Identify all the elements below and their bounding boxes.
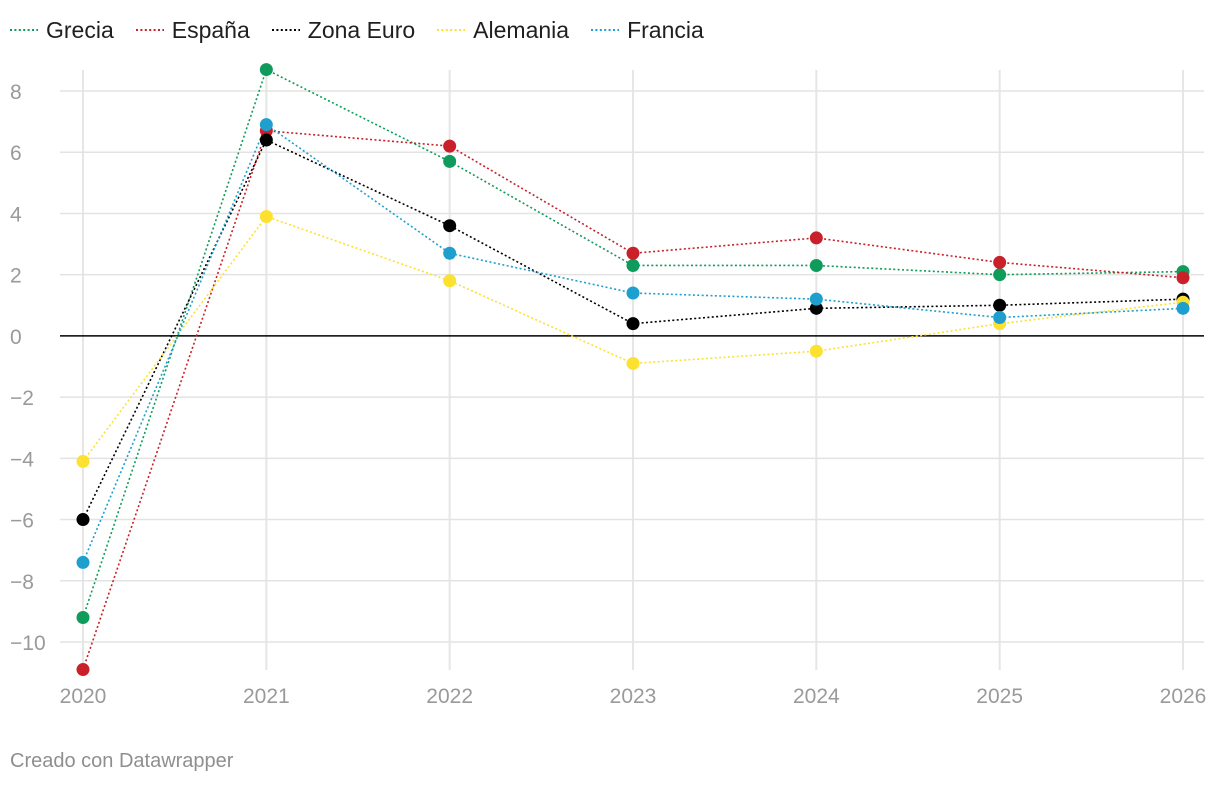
x-tick-label: 2023: [610, 685, 657, 708]
series-points: [76, 63, 1190, 677]
y-tick-label: 8: [10, 81, 22, 104]
data-point-francia-2022: [443, 246, 457, 260]
y-tick-label: −4: [10, 448, 34, 471]
data-point-espana-2025: [993, 255, 1007, 269]
legend-swatch: [271, 29, 300, 31]
data-point-grecia-2023: [626, 258, 640, 272]
data-point-espana-2020: [76, 663, 90, 677]
data-point-francia-2026: [1176, 301, 1190, 315]
chart-legend: Grecia España Zona Euro Alemania Francia: [10, 14, 704, 46]
y-tick-label: 4: [10, 203, 22, 226]
legend-item-grecia: Grecia: [10, 17, 114, 44]
data-point-grecia-2024: [809, 258, 823, 272]
x-tick-label: 2022: [426, 685, 473, 708]
data-point-espana-2022: [443, 139, 457, 153]
legend-swatch: [591, 29, 620, 31]
data-point-grecia-2021: [259, 63, 273, 77]
legend-label: Francia: [627, 16, 704, 43]
legend-label: España: [171, 16, 250, 43]
y-tick-label: 2: [10, 265, 22, 288]
data-point-espana-2026: [1176, 271, 1190, 285]
legend-item-francia: Francia: [591, 17, 704, 44]
axes: 8 6 4 2 0 −2 −4 −6 −8 −10 2020 2021 2022 2023 2024 2025…: [10, 81, 1206, 708]
legend-swatch: [10, 29, 38, 31]
data-point-zona-euro-2022: [443, 219, 457, 233]
credit-text: Creado con Datawrapper: [10, 750, 234, 772]
data-point-francia-2023: [626, 286, 640, 300]
data-point-grecia-2025: [993, 268, 1007, 282]
legend-item-espana: España: [135, 16, 250, 44]
y-tick-label: −6: [10, 510, 34, 533]
data-point-espana-2024: [809, 231, 823, 245]
legend-item-zona-euro: Zona Euro: [271, 16, 416, 44]
data-point-alemania-2023: [626, 356, 640, 370]
x-tick-label: 2025: [976, 685, 1023, 708]
data-point-francia-2024: [809, 292, 823, 306]
data-point-zona-euro-2020: [76, 513, 90, 527]
x-tick-label: 2026: [1160, 685, 1207, 708]
grid-lines: [60, 70, 1204, 670]
y-tick-label: −10: [10, 632, 46, 655]
y-tick-label: 6: [10, 142, 22, 165]
legend-label: Zona Euro: [307, 16, 416, 43]
legend-swatch: [437, 29, 466, 31]
data-point-zona-euro-2025: [993, 298, 1007, 312]
legend-label: Grecia: [46, 16, 114, 43]
data-point-alemania-2022: [443, 274, 457, 288]
data-point-alemania-2020: [76, 454, 90, 468]
x-tick-label: 2020: [60, 685, 107, 708]
y-tick-label: −8: [10, 571, 34, 594]
legend-item-alemania: Alemania: [437, 17, 569, 44]
data-point-alemania-2024: [809, 344, 823, 358]
legend-label: Alemania: [473, 16, 570, 43]
legend-swatch: [135, 29, 164, 31]
data-point-zona-euro-2021: [259, 133, 273, 147]
y-tick-label: 0: [10, 326, 22, 349]
data-point-francia-2025: [993, 311, 1007, 325]
data-point-grecia-2022: [443, 154, 457, 168]
data-point-grecia-2020: [76, 611, 90, 625]
data-point-espana-2023: [626, 246, 640, 260]
x-tick-label: 2024: [793, 685, 840, 708]
y-tick-label: −2: [10, 387, 34, 410]
data-point-zona-euro-2024: [809, 301, 823, 315]
data-point-francia-2021: [259, 118, 273, 132]
data-point-zona-euro-2023: [626, 317, 640, 331]
data-point-alemania-2021: [259, 210, 273, 224]
x-tick-label: 2021: [243, 685, 290, 708]
data-point-francia-2020: [76, 555, 90, 569]
